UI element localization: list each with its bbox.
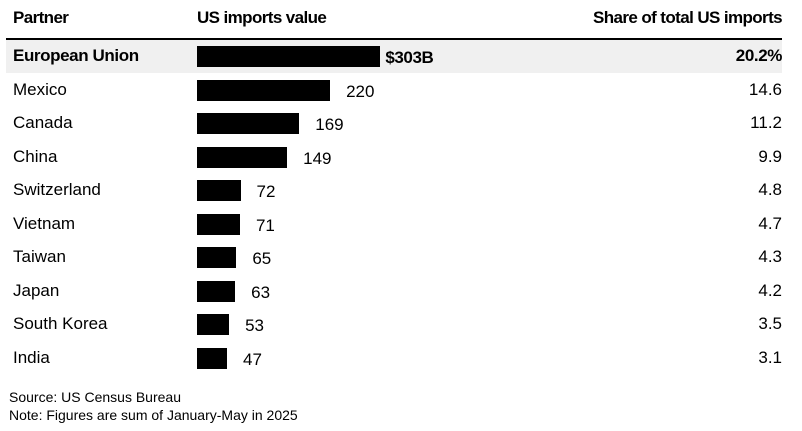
table-row: Mexico 220 14.6 [6, 74, 782, 107]
table-row: Japan 63 4.2 [6, 275, 782, 308]
source-note: Source: US Census Bureau [9, 389, 181, 405]
table-row: China 149 9.9 [6, 141, 782, 174]
header-value: US imports value [197, 8, 327, 27]
table-row: Taiwan 65 4.3 [6, 241, 782, 274]
table-row: Canada 169 11.2 [6, 107, 782, 140]
bar [197, 314, 230, 335]
share-value: 4.7 [758, 213, 782, 233]
bar-value-label: 71 [255, 215, 275, 235]
table-row: Switzerland 72 4.8 [6, 174, 782, 207]
bar [197, 180, 241, 201]
bar-value-label: 65 [252, 249, 272, 268]
share-value: 4.2 [758, 280, 782, 300]
partner-name: China [13, 146, 58, 166]
footnote: Note: Figures are sum of January-May in … [9, 407, 298, 423]
bar-value-label: 220 [346, 81, 375, 101]
table-row: European Union $303B 20.2% [6, 40, 782, 73]
bar-value-label: 72 [256, 182, 276, 201]
share-value: 20.2% [735, 46, 783, 65]
share-value: 4.3 [758, 247, 782, 266]
partner-name: Canada [13, 113, 73, 132]
bar [197, 46, 381, 67]
share-value: 9.9 [758, 146, 782, 166]
bar [197, 213, 240, 235]
partner-name: Taiwan [13, 247, 66, 266]
bar-value-label: 63 [251, 282, 271, 302]
partner-name: South Korea [13, 314, 108, 333]
partner-name: European Union [13, 46, 139, 65]
bar [197, 146, 288, 168]
header-rule [6, 38, 782, 41]
share-value: 3.5 [758, 314, 782, 333]
header-share: Share of total US imports [592, 8, 783, 27]
partner-name: Switzerland [13, 180, 101, 199]
bar [197, 113, 300, 134]
bar [197, 347, 227, 369]
header-partner: Partner [13, 8, 69, 27]
partner-name: India [13, 347, 50, 367]
partner-name: Vietnam [13, 213, 76, 233]
table-row: Vietnam 71 4.7 [6, 208, 782, 241]
share-value: 11.2 [750, 113, 782, 132]
share-value: 3.1 [758, 347, 782, 367]
share-value: 4.8 [758, 180, 782, 199]
bar-value-label: $303B [385, 48, 434, 67]
bar [197, 247, 237, 268]
partner-name: Mexico [13, 79, 67, 99]
bar-value-label: 47 [243, 349, 262, 369]
bar [197, 79, 331, 101]
table-row: South Korea 53 3.5 [6, 308, 782, 341]
bar-value-label: 169 [315, 115, 344, 134]
partner-name: Japan [13, 280, 60, 300]
bar-value-label: 53 [245, 316, 264, 335]
bar [197, 280, 236, 302]
bar-value-label: 149 [303, 148, 332, 168]
share-value: 14.6 [748, 79, 782, 99]
table-row: India 47 3.1 [6, 342, 782, 375]
